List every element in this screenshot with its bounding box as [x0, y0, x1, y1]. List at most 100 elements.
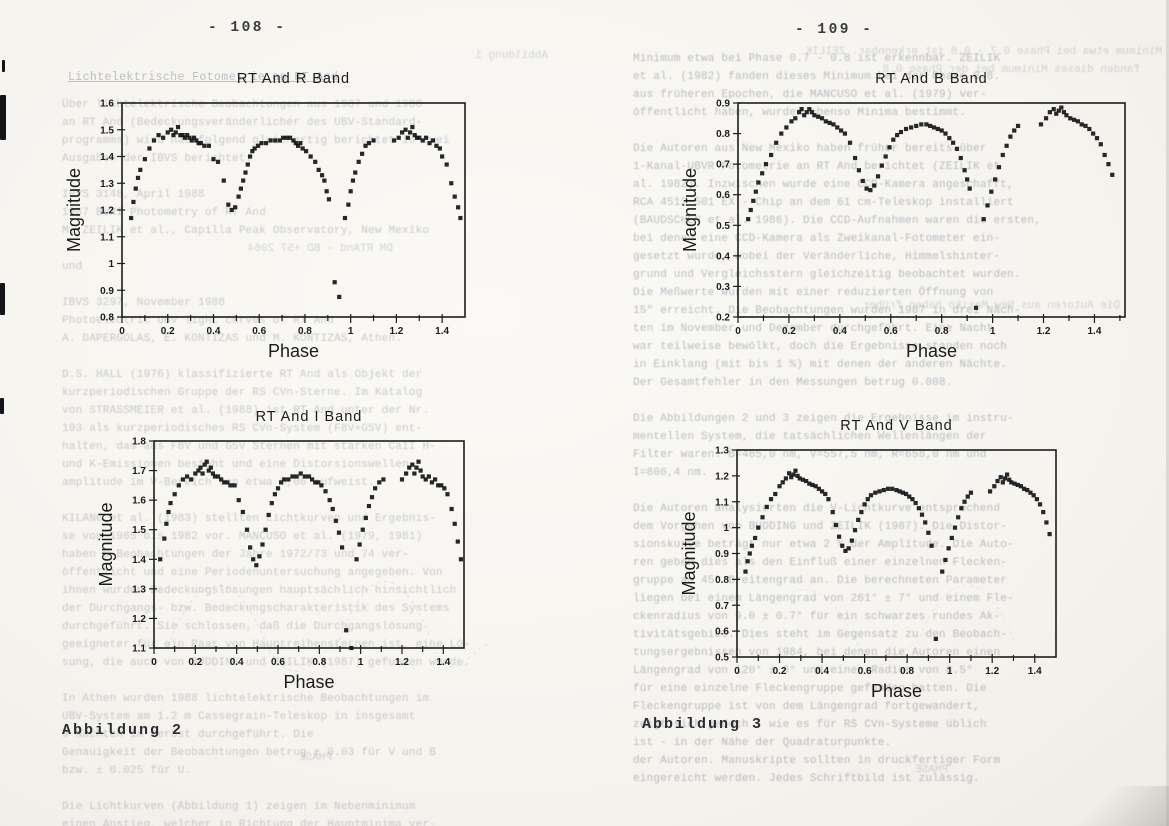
chart-rt-and-i-band: RT And I Band 0 0.2 0.4 0.6 0.8 1 1.2 1.4 1.8 1.7 1…	[96, 409, 465, 692]
plot-frame	[153, 440, 465, 649]
data-point	[789, 475, 794, 480]
chart-title: RT And B Band	[875, 71, 987, 87]
data-point	[316, 480, 321, 485]
x-tick-label: 0.6	[271, 657, 285, 668]
data-point	[420, 474, 425, 479]
ghost-mirrored-text: Minimum etwa bei Phase 0.7 - 0.8 ist erk…	[805, 46, 1162, 58]
page-number-left: - 108 -	[208, 20, 287, 36]
data-point	[787, 471, 792, 476]
y-tick-label: 1.2	[100, 206, 114, 217]
data-point	[212, 474, 218, 479]
y-tick-label: 0.6	[716, 190, 730, 201]
data-point	[935, 126, 940, 132]
data-point	[222, 480, 227, 485]
ghost-mirrored-text: Abbildung 1	[475, 50, 548, 62]
data-point	[344, 628, 349, 633]
data-point	[257, 554, 262, 559]
data-point	[780, 480, 785, 485]
x-tick-label: 1.4	[1028, 666, 1042, 677]
data-point	[215, 159, 221, 164]
ghost-text-line: eingereicht werden. Jedes Schriftbild is…	[633, 773, 980, 785]
y-tick-label: 0.9	[716, 99, 730, 110]
y-tick-label: 0.5	[715, 653, 729, 664]
data-point	[1018, 484, 1024, 489]
data-point	[745, 559, 750, 564]
y-tick-label: 1.4	[100, 152, 114, 163]
data-point	[279, 480, 284, 485]
x-tick-label: 0.8	[900, 666, 914, 677]
data-point	[302, 474, 307, 479]
data-point	[366, 141, 372, 146]
x-axis-label: Phase	[906, 341, 957, 361]
data-point	[1047, 531, 1052, 537]
data-point	[835, 125, 840, 130]
y-tick-label: 1.2	[715, 471, 729, 482]
data-point	[910, 497, 915, 502]
y-tick-label: 0.9	[715, 549, 729, 560]
data-point	[316, 167, 321, 172]
y-tick-label: 1.6	[100, 99, 114, 110]
y-tick-label: 1.4	[132, 555, 146, 566]
data-point	[898, 129, 904, 135]
data-point	[342, 215, 348, 221]
data-point	[865, 497, 870, 502]
data-point	[816, 486, 821, 491]
data-point	[900, 490, 905, 495]
y-tick-label: 0.4	[716, 251, 730, 262]
data-point	[859, 510, 864, 515]
data-point	[1091, 131, 1096, 136]
chart-title: RT And R Band	[237, 71, 350, 87]
data-point	[210, 471, 215, 476]
data-point	[273, 138, 278, 143]
data-point	[381, 477, 386, 482]
x-tick-label: 0	[735, 326, 741, 337]
x-tick-label: 1.2	[1037, 326, 1051, 337]
data-point	[810, 482, 815, 488]
data-point	[226, 202, 231, 207]
ghost-heading: Lichtelektrische Fotometrie an RT And	[68, 71, 339, 84]
data-point	[1000, 480, 1005, 485]
x-tick-label: 1.2	[389, 326, 403, 337]
data-point	[244, 527, 250, 532]
data-point	[449, 506, 454, 512]
data-point	[827, 120, 832, 125]
data-point	[434, 143, 439, 148]
data-point	[418, 468, 423, 473]
x-tick-label: 1	[348, 326, 354, 337]
y-tick-label: 0.7	[715, 601, 729, 612]
data-point	[1038, 122, 1044, 127]
data-point	[165, 130, 170, 135]
data-point	[1028, 490, 1033, 495]
ghost-text-line: Genauigkeit der Beobachtungen betrug ± 0…	[62, 747, 437, 759]
data-point	[1106, 162, 1111, 167]
data-point	[965, 494, 970, 499]
data-point	[903, 491, 909, 497]
data-point	[336, 530, 342, 535]
data-point	[947, 136, 952, 141]
data-point	[326, 197, 332, 202]
y-tick-label: 0.8	[100, 313, 114, 324]
data-point	[303, 149, 309, 154]
y-tick-label: 0.6	[715, 627, 729, 638]
data-point	[943, 557, 948, 563]
x-tick-label: 1.2	[985, 666, 999, 677]
data-point	[277, 138, 282, 143]
data-point	[151, 138, 157, 143]
ghost-text-line: der Autoren. Manuskripte sollten in druc…	[633, 755, 1001, 767]
data-point	[161, 135, 166, 140]
data-point	[777, 484, 782, 489]
ghost-text-line: einen Anstieg, welcher in Richtung der H…	[62, 819, 437, 826]
data-point	[298, 141, 303, 146]
data-point	[1015, 123, 1021, 129]
data-point	[973, 305, 979, 310]
data-point	[748, 207, 753, 213]
data-point	[819, 116, 825, 121]
data-point	[430, 138, 436, 143]
data-point	[833, 522, 838, 528]
data-point	[962, 168, 967, 173]
data-point	[432, 477, 438, 482]
data-point	[350, 178, 356, 183]
data-point	[187, 135, 192, 140]
data-point	[860, 178, 865, 184]
